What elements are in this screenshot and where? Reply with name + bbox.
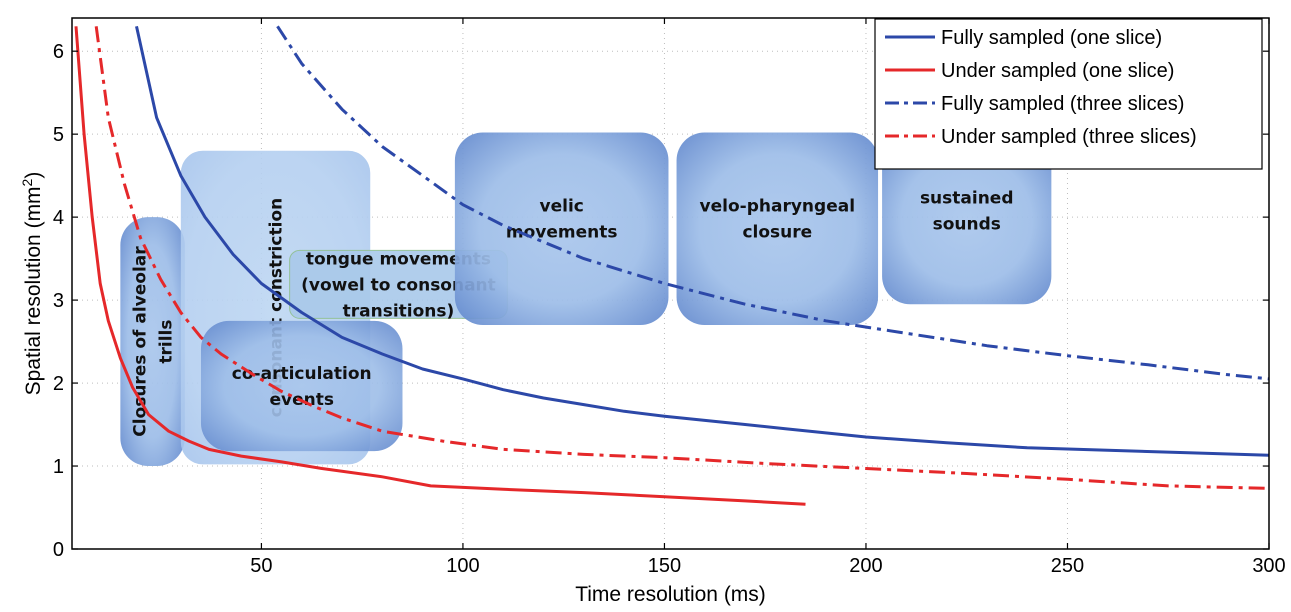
- series-line-1: [135, 25, 1270, 457]
- x-tick-label: 250: [1051, 555, 1084, 577]
- region-trills-label: Closures of alveolar trills: [131, 246, 177, 437]
- legend-entry-label: Under sampled (one slice): [941, 60, 1174, 82]
- region-coarticulation-shape: [200, 320, 403, 452]
- region-label-line: co-articulation: [232, 364, 372, 384]
- series-line-2: [74, 26, 806, 506]
- plot-frame: [71, 17, 1270, 550]
- region-label-line: transitions): [343, 301, 455, 321]
- region-tongue: tongue movements (vowel to consonant trans…: [289, 249, 508, 321]
- legend-layer: Fully sampled (one slice) Under sampled (…: [874, 18, 1263, 170]
- region-label-line: trills: [157, 320, 177, 364]
- y-axis-title-superscript: 2: [19, 178, 35, 186]
- x-tick-label: 300: [1252, 555, 1285, 577]
- y-tick-label: 1: [53, 456, 64, 478]
- region-sustained: sustained sounds: [882, 136, 1052, 305]
- region-label-line: Closures of alveolar: [131, 246, 151, 437]
- x-tick-label: 50: [250, 555, 272, 577]
- region-label-line: (vowel to consonant: [301, 275, 496, 295]
- legend-entry-label: Fully sampled (three slices): [941, 93, 1184, 115]
- region-label-line: velo-pharyngeal: [700, 197, 855, 217]
- x-tick-label: 200: [849, 555, 882, 577]
- y-axis-title: Spatial resolution (mm2): [19, 172, 45, 396]
- region-velopharyngeal: velo-pharyngeal closure: [676, 132, 879, 325]
- region-label-line: velic: [540, 197, 584, 217]
- y-tick-label: 6: [53, 41, 64, 63]
- y-tick-label: 2: [53, 373, 64, 395]
- y-tick-label: 5: [53, 124, 64, 146]
- legend-entry-label: Fully sampled (one slice): [941, 27, 1162, 49]
- region-sustained-shape: [882, 136, 1052, 305]
- x-axis-title: Time resolution (ms): [575, 583, 766, 606]
- y-tick-label: 0: [53, 539, 64, 561]
- x-tick-label: 100: [446, 555, 479, 577]
- legend-box: [874, 18, 1263, 170]
- region-label-line: sounds: [933, 214, 1001, 234]
- legend-entry-label: Under sampled (three slices): [941, 126, 1197, 148]
- region-label-line: sustained: [920, 188, 1014, 208]
- x-tick-label: 150: [648, 555, 681, 577]
- region-label-line: tongue movements: [306, 249, 491, 269]
- region-layer: Closures of alveolar trills consonant cons…: [120, 132, 1052, 467]
- region-label-line: closure: [742, 223, 812, 243]
- region-velic-shape: [454, 132, 669, 325]
- y-tick-label: 4: [53, 207, 64, 229]
- axes-layer: 50 100 150 200 250 300 0 1 2 3 4 5 6 Time resolution …: [19, 17, 1286, 606]
- region-trills: Closures of alveolar trills: [120, 217, 185, 467]
- y-axis-title-close: ): [22, 172, 45, 179]
- region-velic: velic movements: [454, 132, 669, 325]
- region-velopharyngeal-shape: [676, 132, 879, 325]
- y-tick-label: 3: [53, 290, 64, 312]
- region-trills-shape: [120, 217, 185, 467]
- series-line-4: [94, 26, 1270, 490]
- series-layer: [74, 25, 1270, 506]
- series-line-3: [276, 25, 1270, 381]
- region-label-line: movements: [506, 223, 618, 243]
